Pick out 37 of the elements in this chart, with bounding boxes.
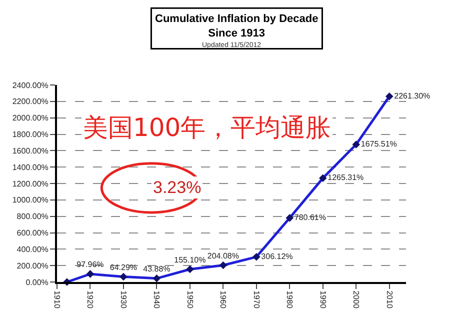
y-tick-label: 1400.00% <box>12 162 48 172</box>
x-tick-label: 1950 <box>185 290 194 309</box>
y-tick-label: 1000.00% <box>12 196 48 205</box>
data-label: 204.08% <box>207 252 239 260</box>
data-label: 97.96% <box>76 260 104 270</box>
y-tick-label: 400.00% <box>16 244 48 254</box>
x-tick-label: 1980 <box>285 290 294 309</box>
data-label: 1265.31% <box>328 173 364 182</box>
data-label: 2261.30% <box>394 91 430 100</box>
y-tick-label: 2200.00% <box>12 97 48 106</box>
y-tick-label: 800.00% <box>16 212 48 222</box>
x-tick-label: 2010 <box>384 290 394 309</box>
y-tick-label: 2400.00% <box>12 80 48 90</box>
data-label: 1675.51% <box>360 139 397 148</box>
x-tick-label: 1990 <box>318 290 328 309</box>
data-label: 155.10% <box>174 256 206 265</box>
chart-title: Cumulative Inflation by Decade Since 1913 <box>155 13 318 40</box>
x-tick-label: 2000 <box>352 290 361 309</box>
x-tick-label: 1940 <box>152 290 162 309</box>
y-tick-label: 1600.00% <box>12 146 48 156</box>
annotation: 3.23% <box>153 178 202 197</box>
annotation: 美国100年，平均通胀 <box>83 113 331 142</box>
y-tick-label: 2000.00% <box>12 114 48 123</box>
y-tick-label: 1200.00% <box>12 179 48 188</box>
x-tick-label: 1970 <box>252 290 261 309</box>
data-label: 43.88% <box>143 264 170 274</box>
data-label: 64.29% <box>110 262 138 272</box>
data-label: 780.61% <box>294 212 326 222</box>
x-tick-label: 1930 <box>118 290 128 309</box>
y-tick-label: 0.00% <box>26 278 48 287</box>
y-tick-label: 1800.00% <box>12 130 48 140</box>
y-tick-label: 600.00% <box>16 228 48 238</box>
x-tick-label: 1960 <box>218 290 228 309</box>
data-label: 306.12% <box>261 252 293 261</box>
y-tick-label: 200.00% <box>16 261 48 270</box>
x-tick-label: 1910 <box>52 290 62 309</box>
x-tick-label: 1920 <box>86 290 95 309</box>
